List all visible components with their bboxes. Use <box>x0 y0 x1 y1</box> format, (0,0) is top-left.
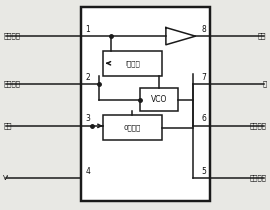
Text: 地: 地 <box>262 81 266 87</box>
Text: 输出滤波: 输出滤波 <box>4 33 20 39</box>
Text: 4: 4 <box>86 167 90 176</box>
Text: 输入: 输入 <box>4 123 12 129</box>
Text: 7: 7 <box>201 73 206 82</box>
Text: 0频模解: 0频模解 <box>124 125 141 131</box>
Text: 输出: 输出 <box>258 33 266 39</box>
Text: 定时电阻: 定时电阻 <box>250 175 266 181</box>
Text: 1: 1 <box>86 25 90 34</box>
Text: 8: 8 <box>201 25 206 34</box>
Text: VCO: VCO <box>151 95 167 104</box>
Text: 5: 5 <box>201 167 206 176</box>
Text: I频模解: I频模解 <box>125 60 140 67</box>
Text: V': V' <box>4 175 10 181</box>
Bar <box>140 88 178 111</box>
Text: 3: 3 <box>86 114 90 123</box>
Text: 6: 6 <box>201 114 206 123</box>
Bar <box>81 7 210 201</box>
Text: 2: 2 <box>86 73 90 82</box>
Bar <box>103 51 162 76</box>
Bar <box>103 116 162 140</box>
Text: 回路滤波: 回路滤波 <box>4 81 20 87</box>
Text: 定时电容: 定时电容 <box>250 123 266 129</box>
